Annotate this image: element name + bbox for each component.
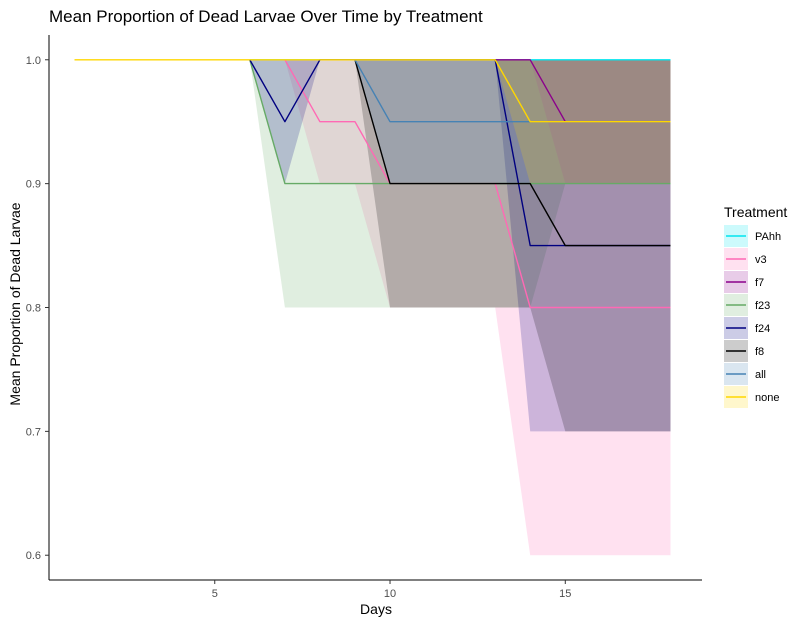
- legend-item-f24: f24: [724, 317, 770, 339]
- legend-item-v3: v3: [724, 248, 767, 270]
- y-tick-label: 0.8: [26, 303, 41, 315]
- legend-item-f8: f8: [724, 340, 764, 362]
- x-axis-title: Days: [360, 601, 392, 617]
- legend-label: f7: [755, 277, 764, 289]
- line-layer: [74, 59, 671, 309]
- y-axis-ticks: 0.6 0.7 0.8 0.9 1.0: [26, 55, 49, 562]
- legend-item-none: none: [724, 386, 779, 408]
- legend-item-all: all: [724, 363, 766, 385]
- x-tick-label: 5: [212, 588, 218, 600]
- chart-title: Mean Proportion of Dead Larvae Over Time…: [49, 7, 483, 26]
- x-axis-ticks: 5 10 15: [212, 580, 571, 600]
- y-tick-label: 0.7: [26, 426, 41, 438]
- legend-label: f8: [755, 346, 764, 358]
- legend-title: Treatment: [724, 204, 787, 220]
- legend-label: v3: [755, 254, 767, 266]
- legend-label: none: [755, 392, 779, 404]
- legend: Treatment PAhh v3 f7 f23 f24 f8 all none: [724, 204, 787, 408]
- legend-item-pahh: PAhh: [724, 225, 781, 247]
- y-axis-title: Mean Proportion of Dead Larvae: [7, 202, 23, 405]
- x-tick-label: 15: [559, 588, 571, 600]
- y-tick-label: 0.9: [26, 179, 41, 191]
- legend-label: all: [755, 369, 766, 381]
- ribbon-f24: [249, 59, 671, 432]
- ribbon-none: [74, 59, 671, 184]
- y-tick-label: 1.0: [26, 55, 41, 67]
- legend-label: f23: [755, 300, 770, 312]
- legend-label: f24: [755, 323, 770, 335]
- legend-label: PAhh: [755, 231, 781, 243]
- y-tick-label: 0.6: [26, 550, 41, 562]
- legend-item-f23: f23: [724, 294, 770, 316]
- legend-item-f7: f7: [724, 271, 764, 293]
- series-line-f8: [354, 59, 671, 247]
- x-tick-label: 10: [384, 588, 396, 600]
- series-line-none: [74, 59, 671, 123]
